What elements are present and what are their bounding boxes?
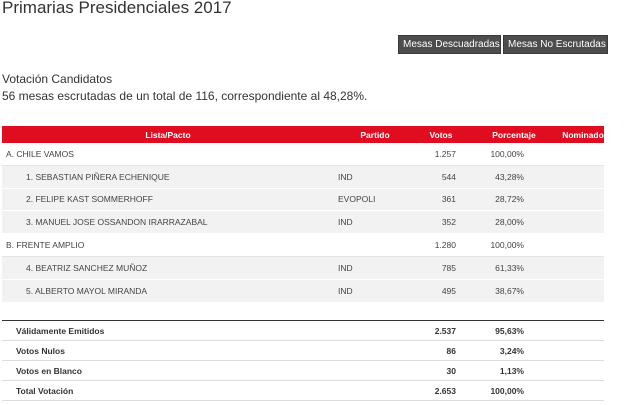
- mesas-no-escrutadas-button[interactable]: Mesas No Escrutadas: [503, 35, 608, 54]
- totals-row: Votos Nulos 86 3,24%: [2, 340, 604, 361]
- party-cell: IND: [334, 256, 416, 280]
- percentage-cell: 28,00%: [466, 210, 562, 235]
- totals-percentage: 100,00%: [466, 380, 562, 401]
- results-table: Lista/Pacto Partido Votos Porcentaje Nom…: [2, 126, 604, 303]
- candidate-name: 2. FELIPE KAST SOMMERHOFF: [2, 188, 334, 212]
- totals-label: Total Votación: [2, 380, 416, 401]
- votes-cell: 785: [416, 256, 466, 280]
- totals-table: Válidamente Emitidos 2.537 95,63% Votos Nul…: [2, 320, 604, 401]
- nominated-cell: [562, 279, 604, 303]
- header-porcentaje: Porcentaje: [466, 126, 562, 143]
- candidate-name: 3. MANUEL JOSE OSSANDON IRARRAZABAL: [2, 210, 334, 235]
- percentage-cell: 100,00%: [466, 233, 562, 257]
- results-header-row: Lista/Pacto Partido Votos Porcentaje Nom…: [2, 126, 604, 143]
- nominated-cell: [562, 210, 604, 235]
- nominated-cell: [562, 143, 604, 166]
- votes-cell: 1.257: [416, 143, 466, 166]
- totals-percentage: 95,63%: [466, 320, 562, 341]
- header-nominado: Nominado: [562, 126, 604, 143]
- party-cell: [334, 143, 416, 166]
- totals-percentage: 3,24%: [466, 340, 562, 361]
- party-cell: [334, 233, 416, 257]
- candidate-row: 3. MANUEL JOSE OSSANDON IRARRAZABAL IND 35…: [2, 210, 604, 235]
- totals-row: Válidamente Emitidos 2.537 95,63%: [2, 320, 604, 341]
- candidate-row: 2. FELIPE KAST SOMMERHOFF EVOPOLI 361 28,72…: [2, 188, 604, 212]
- totals-votes: 2.537: [416, 320, 466, 341]
- pact-row: B. FRENTE AMPLIO 1.280 100,00%: [2, 233, 604, 257]
- totals-votes: 30: [416, 360, 466, 381]
- totals-label: Válidamente Emitidos: [2, 320, 416, 341]
- mesas-descuadradas-button[interactable]: Mesas Descuadradas: [398, 35, 501, 54]
- pact-name: A. CHILE VAMOS: [2, 143, 334, 166]
- candidate-name: 5. ALBERTO MAYOL MIRANDA: [2, 279, 334, 303]
- nominated-cell: [562, 188, 604, 212]
- candidate-row: 5. ALBERTO MAYOL MIRANDA IND 495 38,67%: [2, 279, 604, 303]
- party-cell: EVOPOLI: [334, 188, 416, 212]
- totals-empty-cell: [562, 360, 604, 381]
- pact-row: A. CHILE VAMOS 1.257 100,00%: [2, 143, 604, 166]
- nominated-cell: [562, 256, 604, 280]
- votes-cell: 352: [416, 210, 466, 235]
- percentage-cell: 43,28%: [466, 165, 562, 189]
- totals-row: Total Votación 2.653 100,00%: [2, 380, 604, 401]
- percentage-cell: 100,00%: [466, 143, 562, 166]
- candidate-name: 4. BEATRIZ SANCHEZ MUÑOZ: [2, 256, 334, 280]
- totals-votes: 86: [416, 340, 466, 361]
- header-partido: Partido: [334, 126, 416, 143]
- candidate-row: 1. SEBASTIAN PIÑERA ECHENIQUE IND 544 43,28…: [2, 165, 604, 189]
- nominated-cell: [562, 233, 604, 257]
- percentage-cell: 61,33%: [466, 256, 562, 280]
- party-cell: IND: [334, 210, 416, 235]
- header-votos: Votos: [416, 126, 466, 143]
- party-cell: IND: [334, 165, 416, 189]
- percentage-cell: 28,72%: [466, 188, 562, 212]
- candidate-row: 4. BEATRIZ SANCHEZ MUÑOZ IND 785 61,33%: [2, 256, 604, 280]
- totals-empty-cell: [562, 320, 604, 341]
- votes-cell: 361: [416, 188, 466, 212]
- candidate-name: 1. SEBASTIAN PIÑERA ECHENIQUE: [2, 165, 334, 189]
- votes-cell: 1.280: [416, 233, 466, 257]
- totals-empty-cell: [562, 340, 604, 361]
- section-title: Votación Candidatos: [2, 72, 113, 86]
- nominated-cell: [562, 165, 604, 189]
- page-title: Primarias Presidenciales 2017: [2, 0, 232, 17]
- escrutinio-summary: 56 mesas escrutadas de un total de 116, …: [2, 89, 368, 103]
- votes-cell: 495: [416, 279, 466, 303]
- totals-percentage: 1,13%: [466, 360, 562, 381]
- totals-votes: 2.653: [416, 380, 466, 401]
- totals-empty-cell: [562, 380, 604, 401]
- pact-name: B. FRENTE AMPLIO: [2, 233, 334, 257]
- percentage-cell: 38,67%: [466, 279, 562, 303]
- header-lista-pacto: Lista/Pacto: [2, 126, 334, 143]
- votes-cell: 544: [416, 165, 466, 189]
- totals-row: Votos en Blanco 30 1,13%: [2, 360, 604, 381]
- totals-label: Votos Nulos: [2, 340, 416, 361]
- totals-label: Votos en Blanco: [2, 360, 416, 381]
- party-cell: IND: [334, 279, 416, 303]
